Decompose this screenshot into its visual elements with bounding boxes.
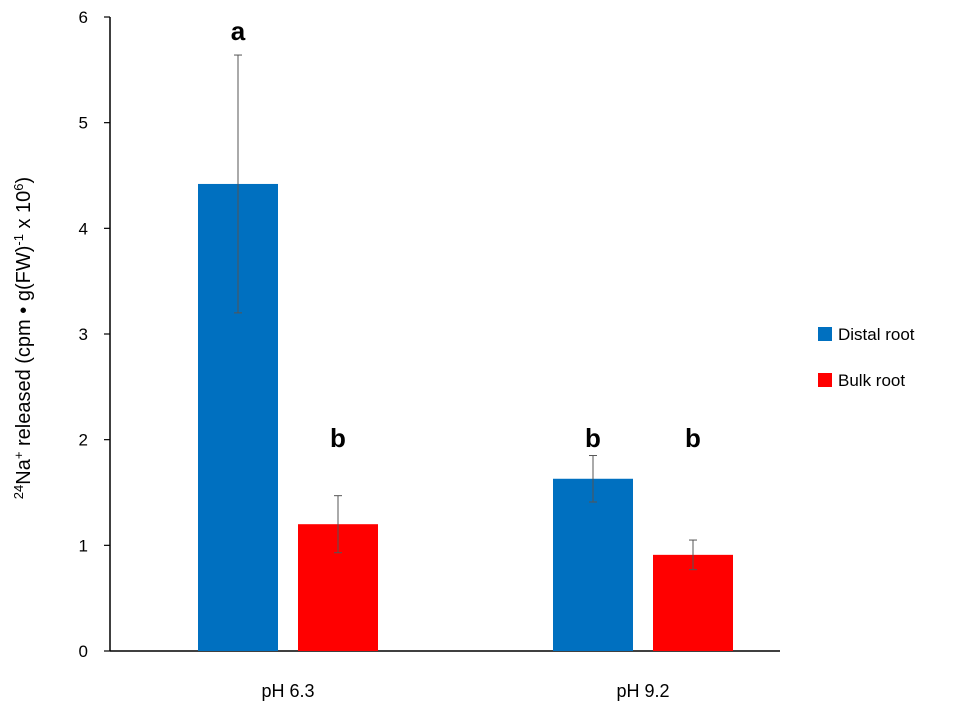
y-axis-label-part1: Na xyxy=(13,458,35,484)
y-axis-label-part4: ) xyxy=(13,177,35,184)
legend-label: Distal root xyxy=(838,325,915,344)
legend-swatch xyxy=(818,327,832,341)
y-axis-label-part3: x 10 xyxy=(13,191,35,234)
y-tick-label: 6 xyxy=(79,8,88,27)
y-axis-label: 24Na+ released (cpm • g(FW)-1 x 106) xyxy=(11,177,35,499)
significance-label: b xyxy=(585,423,601,453)
legend: Distal root Bulk root xyxy=(818,325,915,390)
y-tick-label: 1 xyxy=(79,536,88,555)
legend-label: Bulk root xyxy=(838,371,905,390)
y-axis-label-sup3: -1 xyxy=(11,234,26,246)
bar xyxy=(653,554,733,651)
significance-label: b xyxy=(330,423,346,453)
y-tick-label: 5 xyxy=(79,114,88,133)
y-axis-label-sup1: 24 xyxy=(11,485,26,499)
x-tick-label: pH 9.2 xyxy=(616,681,669,701)
x-tick-label: pH 6.3 xyxy=(261,681,314,701)
bars xyxy=(198,183,733,651)
error-bars xyxy=(234,54,697,571)
y-axis-label-sup4: 6 xyxy=(11,183,26,190)
y-axis-label-part2: released (cpm • g(FW) xyxy=(13,246,35,452)
y-axis-label-sup2: + xyxy=(11,452,26,460)
y-tick-label: 3 xyxy=(79,325,88,344)
y-tick-label: 2 xyxy=(79,431,88,450)
y-tick-label: 4 xyxy=(79,219,88,238)
significance-labels: a b b b xyxy=(231,16,701,453)
y-tick-label: 0 xyxy=(79,642,88,661)
legend-swatch xyxy=(818,373,832,387)
significance-label: b xyxy=(685,423,701,453)
category-labels: pH 6.3 pH 9.2 xyxy=(261,681,669,701)
bar xyxy=(553,478,633,651)
significance-label: a xyxy=(231,16,246,46)
